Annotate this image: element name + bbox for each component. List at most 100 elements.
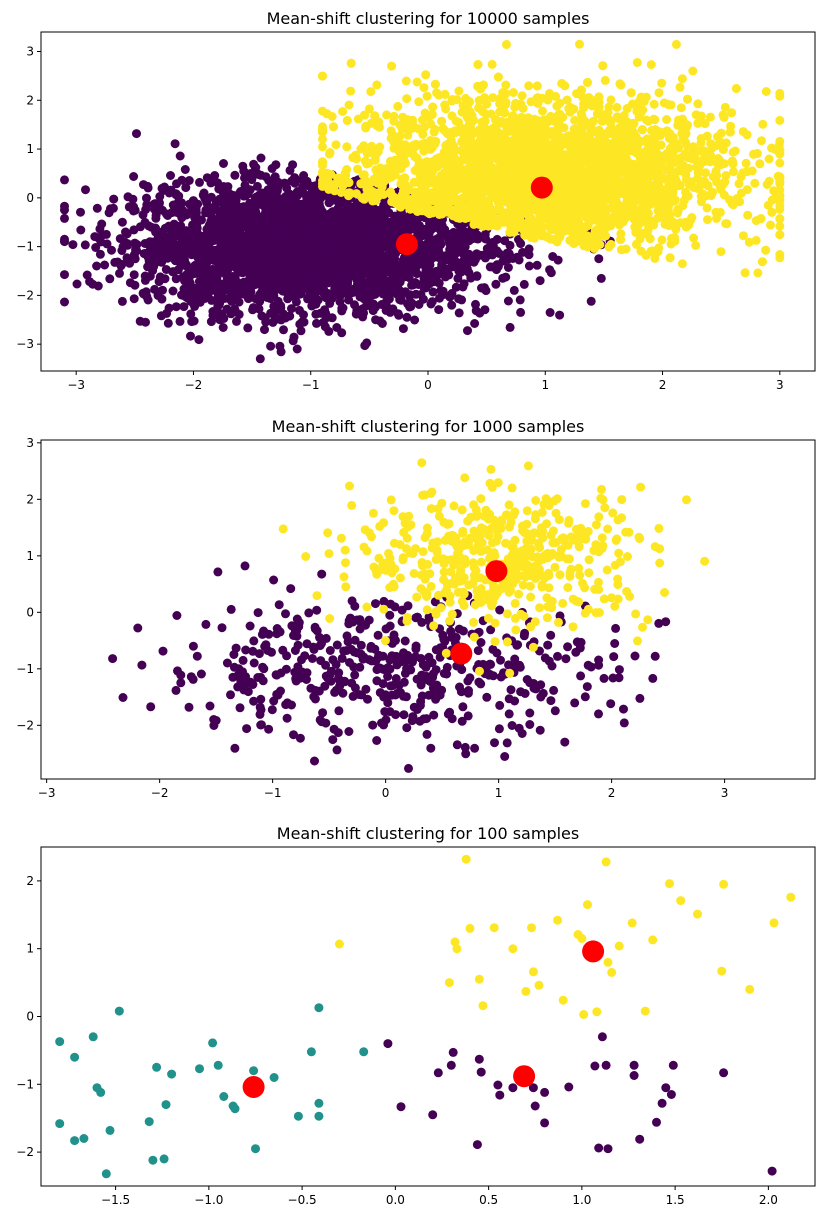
data-point [334,291,344,300]
data-point [257,264,267,274]
data-point [262,193,272,202]
data-point [291,297,301,307]
data-point [60,175,69,185]
data-point [282,241,292,251]
data-point [109,194,119,204]
data-point [221,269,231,279]
data-point [80,240,90,250]
data-point [380,232,390,241]
data-point [439,289,449,299]
data-point [606,239,616,249]
data-point [201,284,211,294]
data-point [220,293,230,303]
data-point [283,294,293,304]
data-point [189,300,199,310]
data-point [100,260,110,270]
data-point [219,159,228,168]
data-point [449,254,459,264]
data-point [307,270,316,280]
data-point [454,266,464,276]
data-point [503,263,513,272]
data-point [378,261,388,271]
data-point [486,240,496,250]
data-point [328,195,338,205]
data-point [410,315,420,325]
data-point [347,246,357,256]
data-point [654,88,664,98]
data-point [92,261,102,271]
data-point [479,283,489,293]
data-point [428,287,438,297]
data-point [519,279,529,289]
data-point [238,161,248,171]
data-point [374,213,384,223]
data-point [425,260,435,270]
data-point [546,268,556,278]
data-point [276,303,286,313]
data-point [95,249,105,259]
data-point [60,270,69,280]
data-point [553,255,563,265]
data-point [243,323,253,333]
data-point [154,277,164,287]
data-point [475,308,485,318]
data-point [307,301,317,311]
data-point [200,277,210,287]
data-point [366,284,376,294]
data-point [234,297,244,307]
data-point [207,272,217,282]
data-point [319,222,329,231]
data-point [716,247,726,257]
data-point [293,200,303,210]
data-point [60,201,69,211]
data-point [60,213,69,223]
data-point [92,203,102,213]
data-point [106,204,115,214]
data-point [170,139,180,149]
data-point [188,220,197,230]
data-point [460,242,470,252]
data-point [226,262,236,271]
data-point [427,297,437,307]
data-point [171,302,181,312]
data-point [671,39,681,49]
data-point [320,322,330,332]
data-point [277,248,287,258]
data-point [161,265,171,274]
data-point [180,165,190,174]
data-point [150,284,160,294]
data-point [218,323,228,332]
data-point [249,159,259,169]
data-point [269,205,279,215]
data-point [195,177,204,187]
subplot-10000: Mean-shift clustering for 10000 samples … [16,9,816,392]
data-point [379,239,389,249]
data-point [253,211,263,221]
data-point [319,287,328,297]
data-point [202,224,212,234]
data-point [414,253,424,263]
data-point [318,142,327,152]
data-point [320,305,330,315]
data-point [129,172,139,181]
data-point [174,226,184,236]
data-point [233,277,242,287]
data-point [194,335,204,345]
data-point [163,318,173,328]
data-point [76,207,85,217]
data-point [412,77,422,87]
data-point [107,245,116,255]
data-point [256,153,266,163]
data-point [287,176,297,186]
data-point [505,322,515,332]
data-point [340,282,350,292]
data-point [253,169,263,179]
data-point [270,192,280,202]
data-point [129,250,139,260]
data-point [142,292,152,302]
data-point [208,264,218,274]
data-point [141,248,150,258]
data-point [350,270,360,280]
data-point [444,230,454,240]
data-point [612,102,622,112]
